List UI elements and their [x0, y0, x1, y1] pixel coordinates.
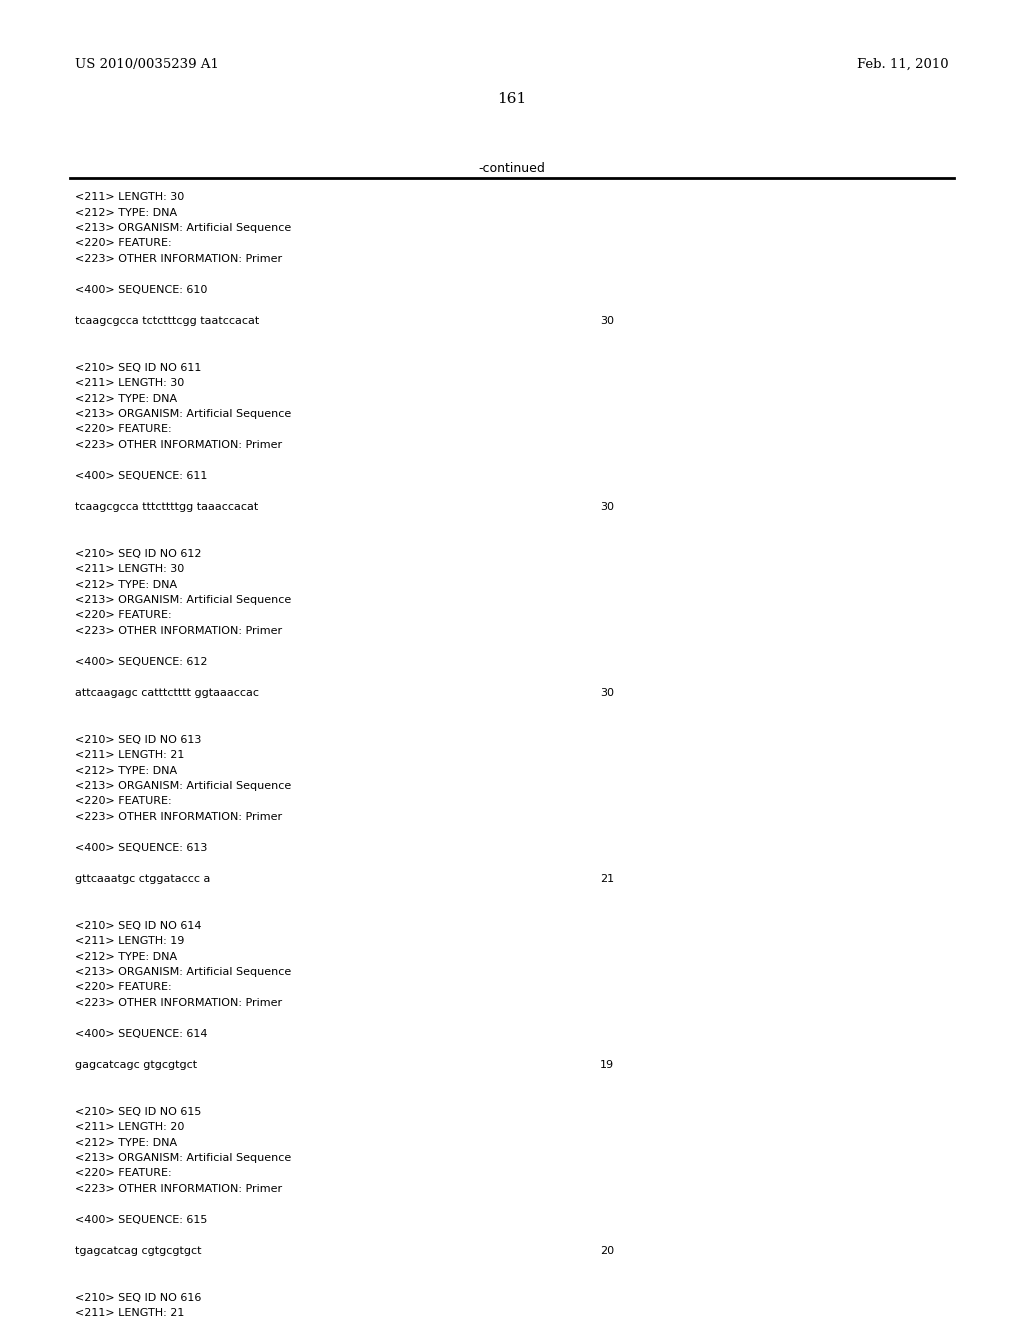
Text: <212> TYPE: DNA: <212> TYPE: DNA [75, 766, 177, 776]
Text: <213> ORGANISM: Artificial Sequence: <213> ORGANISM: Artificial Sequence [75, 968, 291, 977]
Text: <213> ORGANISM: Artificial Sequence: <213> ORGANISM: Artificial Sequence [75, 223, 291, 234]
Text: <213> ORGANISM: Artificial Sequence: <213> ORGANISM: Artificial Sequence [75, 781, 291, 791]
Text: <220> FEATURE:: <220> FEATURE: [75, 610, 172, 620]
Text: 20: 20 [600, 1246, 614, 1257]
Text: 30: 30 [600, 502, 614, 512]
Text: attcaagagc catttctttt ggtaaaccac: attcaagagc catttctttt ggtaaaccac [75, 688, 259, 698]
Text: <213> ORGANISM: Artificial Sequence: <213> ORGANISM: Artificial Sequence [75, 1152, 291, 1163]
Text: <210> SEQ ID NO 614: <210> SEQ ID NO 614 [75, 920, 202, 931]
Text: <220> FEATURE:: <220> FEATURE: [75, 239, 172, 248]
Text: 21: 21 [600, 874, 614, 884]
Text: <400> SEQUENCE: 614: <400> SEQUENCE: 614 [75, 1030, 208, 1039]
Text: <212> TYPE: DNA: <212> TYPE: DNA [75, 207, 177, 218]
Text: tcaagcgcca tctctttcgg taatccacat: tcaagcgcca tctctttcgg taatccacat [75, 315, 259, 326]
Text: <223> OTHER INFORMATION: Primer: <223> OTHER INFORMATION: Primer [75, 253, 283, 264]
Text: <211> LENGTH: 30: <211> LENGTH: 30 [75, 378, 184, 388]
Text: 19: 19 [600, 1060, 614, 1071]
Text: 30: 30 [600, 315, 614, 326]
Text: <210> SEQ ID NO 616: <210> SEQ ID NO 616 [75, 1292, 202, 1303]
Text: <220> FEATURE:: <220> FEATURE: [75, 1168, 172, 1179]
Text: gagcatcagc gtgcgtgct: gagcatcagc gtgcgtgct [75, 1060, 198, 1071]
Text: <400> SEQUENCE: 610: <400> SEQUENCE: 610 [75, 285, 208, 294]
Text: <220> FEATURE:: <220> FEATURE: [75, 425, 172, 434]
Text: <223> OTHER INFORMATION: Primer: <223> OTHER INFORMATION: Primer [75, 812, 283, 822]
Text: tcaagcgcca tttcttttgg taaaccacat: tcaagcgcca tttcttttgg taaaccacat [75, 502, 258, 512]
Text: <210> SEQ ID NO 615: <210> SEQ ID NO 615 [75, 1106, 202, 1117]
Text: <211> LENGTH: 20: <211> LENGTH: 20 [75, 1122, 184, 1133]
Text: <220> FEATURE:: <220> FEATURE: [75, 982, 172, 993]
Text: <223> OTHER INFORMATION: Primer: <223> OTHER INFORMATION: Primer [75, 440, 283, 450]
Text: <212> TYPE: DNA: <212> TYPE: DNA [75, 393, 177, 404]
Text: <213> ORGANISM: Artificial Sequence: <213> ORGANISM: Artificial Sequence [75, 409, 291, 418]
Text: <212> TYPE: DNA: <212> TYPE: DNA [75, 1138, 177, 1147]
Text: gttcaaatgc ctggataccc a: gttcaaatgc ctggataccc a [75, 874, 210, 884]
Text: <211> LENGTH: 21: <211> LENGTH: 21 [75, 1308, 184, 1317]
Text: <223> OTHER INFORMATION: Primer: <223> OTHER INFORMATION: Primer [75, 1184, 283, 1195]
Text: <223> OTHER INFORMATION: Primer: <223> OTHER INFORMATION: Primer [75, 998, 283, 1008]
Text: 161: 161 [498, 92, 526, 106]
Text: <210> SEQ ID NO 612: <210> SEQ ID NO 612 [75, 549, 202, 558]
Text: <212> TYPE: DNA: <212> TYPE: DNA [75, 579, 177, 590]
Text: <210> SEQ ID NO 613: <210> SEQ ID NO 613 [75, 734, 202, 744]
Text: -continued: -continued [478, 162, 546, 176]
Text: <211> LENGTH: 21: <211> LENGTH: 21 [75, 750, 184, 760]
Text: <220> FEATURE:: <220> FEATURE: [75, 796, 172, 807]
Text: US 2010/0035239 A1: US 2010/0035239 A1 [75, 58, 219, 71]
Text: Feb. 11, 2010: Feb. 11, 2010 [857, 58, 949, 71]
Text: <400> SEQUENCE: 615: <400> SEQUENCE: 615 [75, 1214, 208, 1225]
Text: <400> SEQUENCE: 611: <400> SEQUENCE: 611 [75, 471, 208, 480]
Text: <400> SEQUENCE: 612: <400> SEQUENCE: 612 [75, 657, 208, 667]
Text: <211> LENGTH: 30: <211> LENGTH: 30 [75, 564, 184, 574]
Text: tgagcatcag cgtgcgtgct: tgagcatcag cgtgcgtgct [75, 1246, 202, 1257]
Text: <210> SEQ ID NO 611: <210> SEQ ID NO 611 [75, 363, 202, 372]
Text: <400> SEQUENCE: 613: <400> SEQUENCE: 613 [75, 843, 208, 853]
Text: 30: 30 [600, 688, 614, 698]
Text: <213> ORGANISM: Artificial Sequence: <213> ORGANISM: Artificial Sequence [75, 595, 291, 605]
Text: <223> OTHER INFORMATION: Primer: <223> OTHER INFORMATION: Primer [75, 626, 283, 636]
Text: <211> LENGTH: 30: <211> LENGTH: 30 [75, 191, 184, 202]
Text: <212> TYPE: DNA: <212> TYPE: DNA [75, 952, 177, 961]
Text: <211> LENGTH: 19: <211> LENGTH: 19 [75, 936, 184, 946]
